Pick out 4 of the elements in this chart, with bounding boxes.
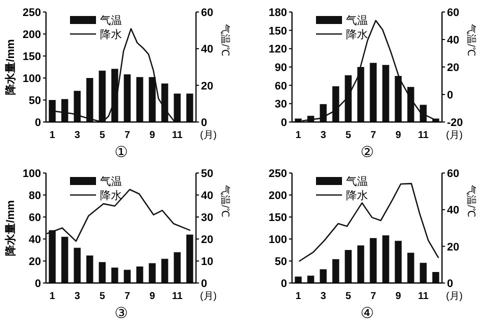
title: ② — [360, 144, 374, 161]
title: ① — [114, 144, 128, 161]
title: ③ — [114, 305, 128, 322]
title: ④ — [360, 305, 374, 322]
